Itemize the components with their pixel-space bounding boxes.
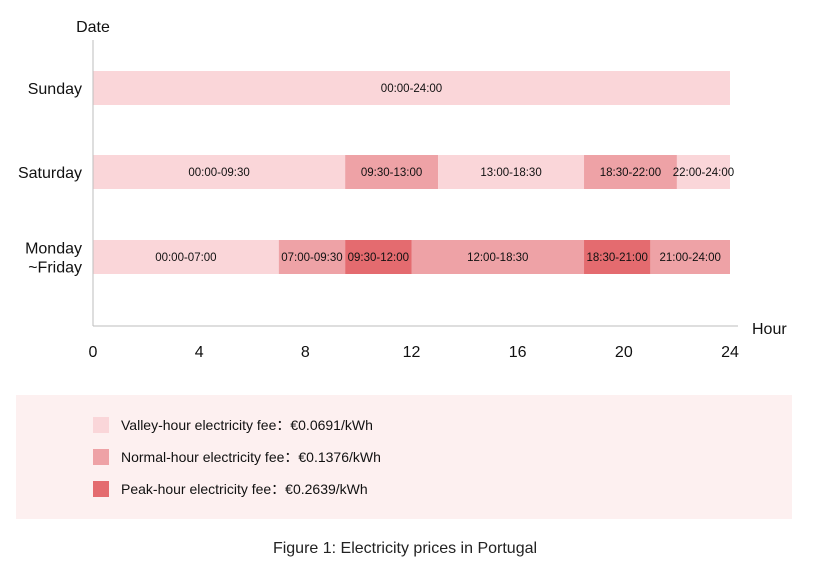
segment-label-2-5: 21:00-24:00 [659,252,720,264]
bar-segment-0-0 [93,71,730,105]
bars-layer: 00:00-24:00 00:00-09:30 09:30-13:00 13:00-1… [93,71,734,274]
segment-label-2-0: 00:00-07:00 [155,252,216,264]
segment-label-2-4: 18:30-21:00 [587,252,648,264]
bar-segment-1-2 [438,155,585,189]
legend: Valley-hour electricity fee：€0.0691/kWh … [16,395,792,519]
legend-label-valley: Valley-hour electricity fee：€0.0691/kWh [121,417,373,433]
x-tick-label-4: 16 [509,344,527,361]
x-tick-label-3: 12 [403,344,421,361]
category-label-0-0: Sunday [28,81,82,98]
y-axis-title: Date [76,19,110,36]
segment-label-1-1: 09:30-13:00 [361,167,422,179]
bar-segment-2-0 [93,240,279,274]
chart: 00:00-24:00 00:00-09:30 09:30-13:00 13:00-1… [18,19,787,361]
legend-item-valley: Valley-hour electricity fee：€0.0691/kWh [93,416,373,434]
legend-item-normal: Normal-hour electricity fee：€0.1376/kWh [93,448,381,466]
segment-label-0-0: 00:00-24:00 [381,83,442,95]
bar-segment-2-3 [411,240,585,274]
bar-segment-2-4 [584,240,651,274]
bar-segment-1-1 [345,155,439,189]
bar-segment-2-1 [278,240,346,274]
axes-layer: Sunday Saturday Monday ~Friday 0 4 8 12 16 20 24 Ho… [18,19,787,361]
bar-segment-1-4 [676,155,730,189]
x-tick-label-2: 8 [301,344,310,361]
legend-label-normal: Normal-hour electricity fee：€0.1376/kWh [121,449,381,465]
category-label-2-1: ~Friday [28,260,82,277]
segment-label-1-4: 22:00-24:00 [673,167,734,179]
x-tick-label-0: 0 [89,344,98,361]
bar-segment-1-3 [584,155,677,189]
segment-label-1-2: 13:00-18:30 [480,167,541,179]
bar-segment-2-2 [345,240,412,274]
legend-item-peak: Peak-hour electricity fee：€0.2639/kWh [93,480,368,498]
x-tick-label-1: 4 [195,344,204,361]
legend-swatch-valley [93,417,109,433]
segment-label-2-1: 07:00-09:30 [281,252,342,264]
segment-label-2-2: 09:30-12:00 [348,252,409,264]
segment-label-2-3: 12:00-18:30 [467,252,528,264]
x-tick-label-6: 24 [721,344,739,361]
bar-segment-2-5 [650,240,730,274]
bar-segment-1-0 [93,155,346,189]
x-axis-title: Hour [752,321,787,338]
legend-swatch-peak [93,481,109,497]
segment-label-1-0: 00:00-09:30 [188,167,249,179]
segment-label-1-3: 18:30-22:00 [600,167,661,179]
legend-label-peak: Peak-hour electricity fee：€0.2639/kWh [121,481,368,497]
category-label-1-0: Saturday [18,165,82,182]
category-label-2-0: Monday [25,241,82,258]
x-tick-label-5: 20 [615,344,633,361]
figure-caption: Figure 1: Electricity prices in Portugal [272,540,538,557]
legend-swatch-normal [93,449,109,465]
